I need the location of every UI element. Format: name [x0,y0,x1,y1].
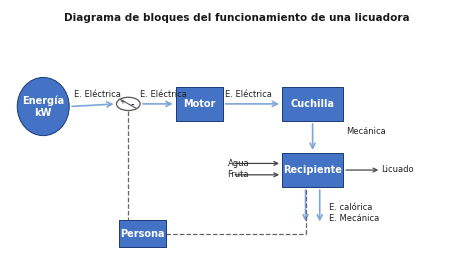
Text: Licuado: Licuado [381,165,414,174]
Text: Recipiente: Recipiente [283,165,342,175]
Text: E. calórica: E. calórica [329,203,373,211]
Text: E. Eléctrica: E. Eléctrica [225,90,272,99]
Text: Mecánica: Mecánica [346,127,385,136]
Text: Fruta: Fruta [228,169,249,178]
FancyBboxPatch shape [282,153,343,187]
Text: Agua: Agua [228,159,249,168]
Text: Persona: Persona [120,228,165,239]
Text: E. Eléctrica: E. Eléctrica [74,90,121,99]
Text: -: - [131,100,134,109]
Text: Cuchilla: Cuchilla [291,99,335,109]
Ellipse shape [17,77,69,136]
FancyBboxPatch shape [175,87,223,121]
Text: +: + [119,99,125,105]
FancyBboxPatch shape [119,220,166,247]
FancyBboxPatch shape [282,87,343,121]
Text: E. Eléctrica: E. Eléctrica [140,90,187,99]
Text: Diagrama de bloques del funcionamiento de una licuadora: Diagrama de bloques del funcionamiento d… [64,13,410,23]
Circle shape [117,97,140,110]
Text: Motor: Motor [183,99,215,109]
Text: E. Mecánica: E. Mecánica [329,214,379,223]
Text: Energía
kW: Energía kW [22,95,64,118]
